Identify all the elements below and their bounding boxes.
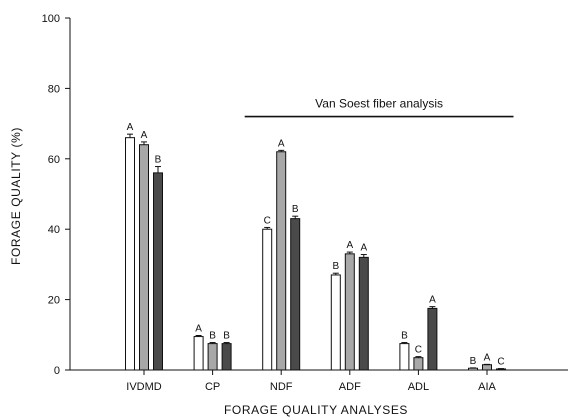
- bar: [330, 274, 341, 371]
- significance-label: B: [209, 331, 216, 342]
- significance-label: A: [346, 240, 353, 251]
- y-tick-label: 80: [48, 83, 60, 95]
- bar: [262, 228, 273, 371]
- y-tick-label: 60: [48, 154, 60, 166]
- significance-label: A: [195, 324, 202, 335]
- y-tick-label: 0: [54, 365, 60, 377]
- significance-label: B: [332, 261, 339, 272]
- bar: [207, 343, 218, 371]
- bar: [290, 218, 301, 371]
- x-tick-label: NDF: [270, 381, 293, 393]
- significance-label: A: [278, 138, 285, 149]
- significance-label: A: [141, 130, 148, 141]
- bar: [413, 357, 424, 371]
- bar: [427, 307, 438, 371]
- annotation-text: Van Soest fiber analysis: [315, 97, 443, 111]
- bar: [468, 367, 478, 371]
- significance-label: C: [264, 215, 271, 226]
- y-axis-title: FORAGE QUALITY (%): [9, 127, 23, 265]
- y-axis: 0 20 40 60 80 100: [42, 13, 71, 377]
- bar: [482, 364, 492, 371]
- significance-label: A: [127, 122, 134, 133]
- x-tick-label: ADL: [408, 381, 429, 393]
- y-tick-label: 100: [42, 13, 60, 25]
- x-axis-title: FORAGE QUALITY ANALYSES: [224, 403, 408, 417]
- significance-label: C: [415, 345, 422, 356]
- x-tick-label: ADF: [339, 381, 361, 393]
- bar: [358, 256, 369, 371]
- bar: [125, 137, 135, 371]
- significance-label: B: [401, 331, 408, 342]
- significance-label: A: [484, 352, 491, 363]
- significance-label: A: [360, 243, 367, 254]
- bar: [399, 343, 410, 371]
- annotation: Van Soest fiber analysis: [244, 97, 514, 118]
- x-axis: IVDMD CP NDF ADF ADL AIA: [70, 369, 568, 393]
- y-tick-label: 20: [48, 295, 60, 307]
- bar: [496, 368, 506, 371]
- significance-label: B: [223, 331, 230, 342]
- bar: [276, 151, 287, 371]
- bar: [153, 172, 163, 371]
- bar: [344, 253, 355, 371]
- x-tick-label: CP: [205, 381, 220, 393]
- significance-label: A: [429, 295, 436, 306]
- bar: [139, 144, 149, 371]
- significance-label: C: [497, 357, 504, 368]
- x-tick-label: IVDMD: [126, 381, 162, 393]
- significance-label: B: [155, 155, 162, 166]
- bar: [221, 343, 232, 371]
- x-tick-label: AIA: [478, 381, 496, 393]
- significance-label: B: [292, 204, 299, 215]
- significance-label: B: [470, 356, 477, 367]
- bar: [193, 336, 204, 371]
- y-tick-label: 40: [48, 224, 60, 236]
